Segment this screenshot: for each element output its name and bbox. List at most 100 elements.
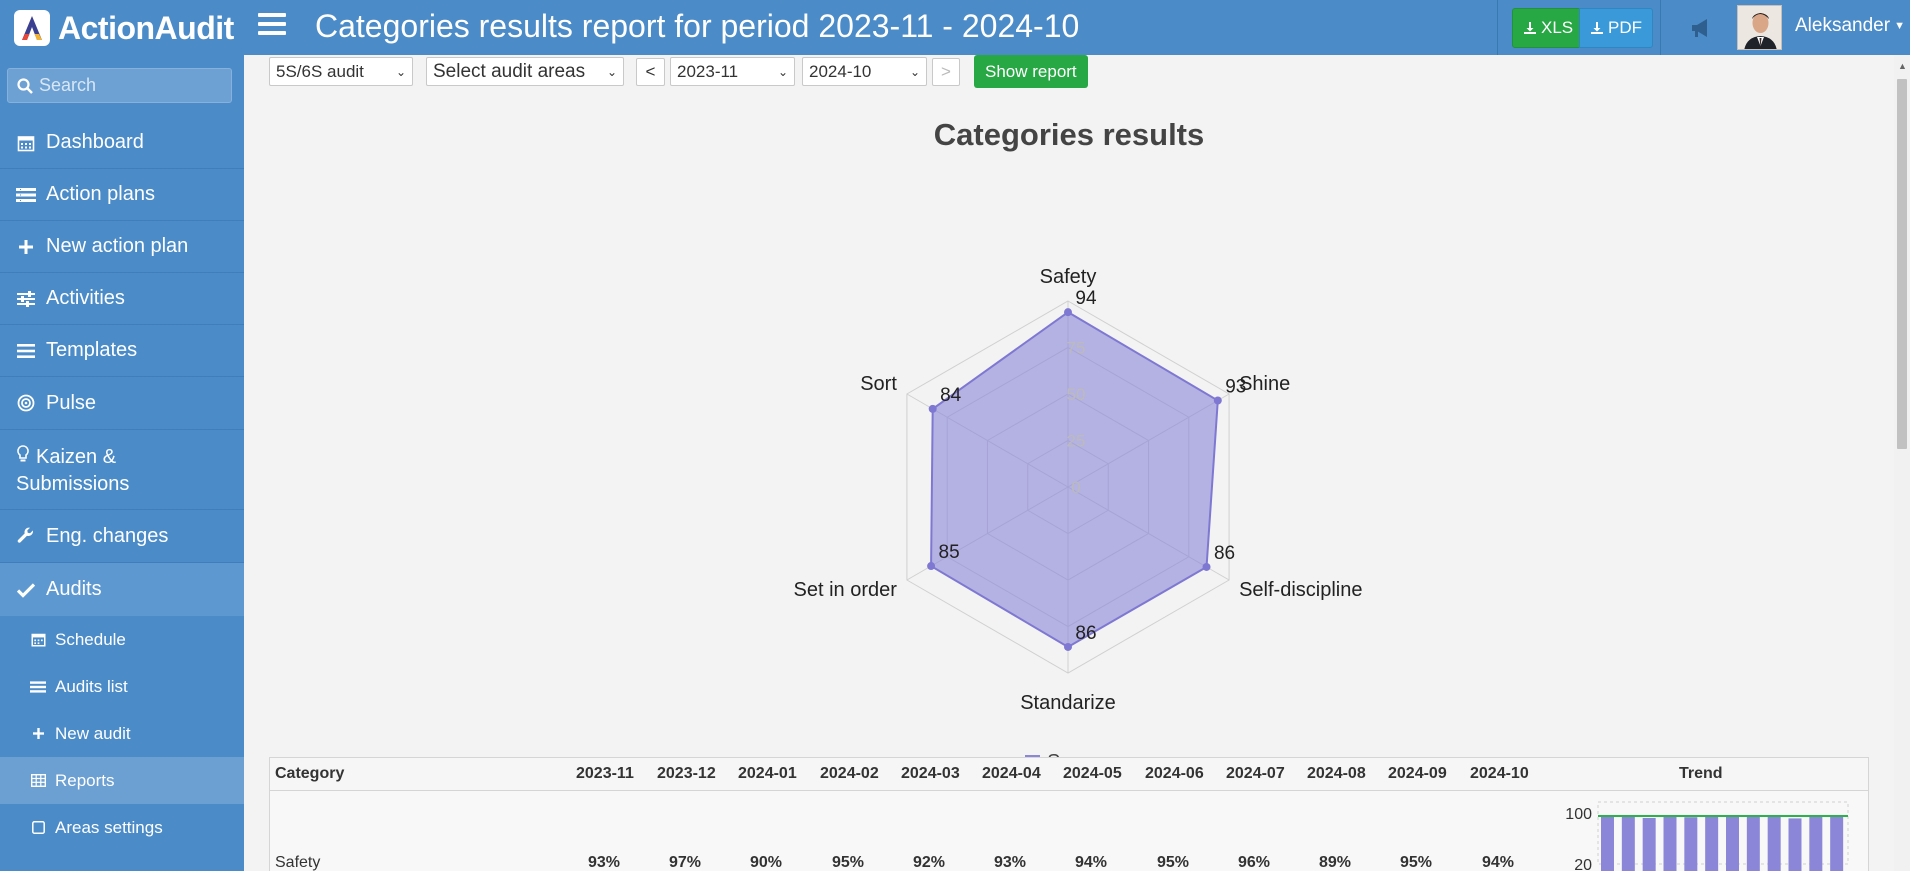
list-icon [16,187,36,203]
header-period: 2024-10 [1470,765,1529,782]
list-icon [30,680,46,694]
sidebar-subitem-label: Reports [55,770,115,790]
radar-chart: 0 25 50 75 94 93 86 86 85 84 Safety Shine Self-disci… [794,266,1362,765]
calendar-icon [30,632,46,647]
user-name: Aleksander [1795,15,1891,36]
sidebar-item-kaizen[interactable]: Kaizen & Submissions [0,430,244,510]
header-period: 2023-12 [657,765,716,782]
period-from-select[interactable]: 2023-11 ⌄ [670,57,795,86]
header-period: 2024-07 [1226,765,1285,782]
sidebar-item-templates[interactable]: Templates [0,325,244,377]
sidebar-item-activities[interactable]: Activities [0,273,244,325]
header-period: 2024-08 [1307,765,1366,782]
trend-bar [1809,816,1823,871]
trend-bar [1642,818,1656,871]
sidebar-item-label: New action plan [46,235,189,257]
table-header: Category 2023-11 2023-12 2024-01 2024-02… [270,758,1868,791]
lightbulb-icon [16,445,30,463]
sidebar-item-label: Templates [46,339,138,361]
data-point [1202,562,1211,571]
header-period: 2024-03 [901,765,960,782]
trend-bar [1726,816,1739,871]
sidebar-item-label: Pulse [46,391,97,414]
brand[interactable]: ActionAudit [14,9,234,47]
sidebar-item-action-plans[interactable]: Action plans [0,169,244,221]
trend-bar [1621,815,1635,871]
show-report-button[interactable]: Show report [974,55,1088,88]
trend-axis-label: 20 [1574,857,1592,871]
export-pdf-button[interactable]: PDF [1579,8,1653,48]
sidebar-subitem-partial[interactable] [0,851,244,871]
search-icon [17,77,33,94]
page-title: Categories results report for period 202… [315,8,1080,44]
search-input[interactable] [39,75,219,96]
search-box[interactable] [7,68,232,103]
header-category: Category [275,765,345,782]
sidebar-subitem-audits-list[interactable]: Audits list [0,663,244,710]
data-point [1213,396,1222,405]
menu-toggle-icon[interactable] [258,13,286,41]
megaphone-icon[interactable] [1688,14,1716,42]
data-point [1064,308,1072,317]
header-period: 2023-11 [576,765,634,782]
download-icon [1591,22,1603,34]
scrollbar[interactable]: ▲ [1894,55,1910,871]
trend-bar [1684,817,1698,871]
scrollbar-thumb[interactable] [1897,79,1907,449]
row-value: 93% [994,854,1027,871]
sidebar: Dashboard Action plans New action plan A… [0,55,244,871]
trend-bar [1767,815,1781,871]
sidebar-subitem-reports[interactable]: Reports [0,757,244,804]
period-to-value: 2024-10 [809,61,872,81]
audit-areas-select[interactable]: Select audit areas ⌄ [426,57,624,86]
r-tick-label: 0 [1071,478,1080,497]
data-label: 86 [1214,543,1235,564]
sidebar-subitem-areas-settings[interactable]: Areas settings [0,804,244,851]
sidebar-subitem-schedule[interactable]: Schedule [0,616,244,663]
period-to-select[interactable]: 2024-10 ⌄ [802,57,927,86]
sidebar-subitem-new-audit[interactable]: New audit [0,710,244,757]
row-value: 93% [588,854,621,871]
sidebar-item-label: Action plans [46,183,155,205]
trend-bar [1705,816,1719,871]
previous-period-button[interactable]: < [636,58,665,86]
chevron-down-icon: ⌄ [777,64,788,79]
row-value: 96% [1238,854,1271,871]
divider [1660,0,1661,55]
data-label: 84 [940,385,962,406]
sidebar-item-pulse[interactable]: Pulse [0,377,244,430]
sidebar-subitem-label: New audit [55,723,131,743]
audit-type-select[interactable]: 5S/6S audit ⌄ [269,57,413,86]
bars-icon [16,343,36,359]
avatar[interactable] [1737,5,1782,50]
app-name: ActionAudit [58,9,234,46]
trend-bar [1663,816,1677,871]
header-period: 2024-05 [1063,765,1122,782]
sidebar-item-label: Activities [46,287,125,309]
trend-sparkline: 100 20 [1565,801,1849,871]
sidebar-item-audits[interactable]: Audits [0,563,244,616]
trend-bar [1746,816,1760,871]
category-label: Set in order [794,579,898,601]
header-period: 2024-06 [1145,765,1204,782]
export-xls-button[interactable]: XLS [1512,8,1585,48]
scroll-up-arrow-icon[interactable]: ▲ [1898,61,1907,71]
r-tick-label: 50 [1067,385,1086,404]
user-menu[interactable]: Aleksander ▼ [1795,15,1905,37]
row-value: 90% [750,854,783,871]
next-period-label: > [941,62,951,81]
sidebar-item-eng-changes[interactable]: Eng. changes [0,510,244,563]
data-label: 94 [1075,288,1097,309]
audit-type-value: 5S/6S audit [276,61,364,81]
sidebar-item-new-action-plan[interactable]: New action plan [0,221,244,273]
main-content: 5S/6S audit ⌄ Select audit areas ⌄ < 202… [244,55,1894,871]
data-point [927,562,936,571]
header-period: 2024-02 [820,765,879,782]
square-icon [30,821,46,834]
period-from-value: 2023-11 [677,61,739,81]
next-period-button[interactable]: > [932,58,960,86]
category-label: Safety [1040,266,1097,288]
header-trend: Trend [1679,765,1723,782]
sidebar-item-dashboard[interactable]: Dashboard [0,117,244,169]
trend-bar [1830,816,1844,871]
